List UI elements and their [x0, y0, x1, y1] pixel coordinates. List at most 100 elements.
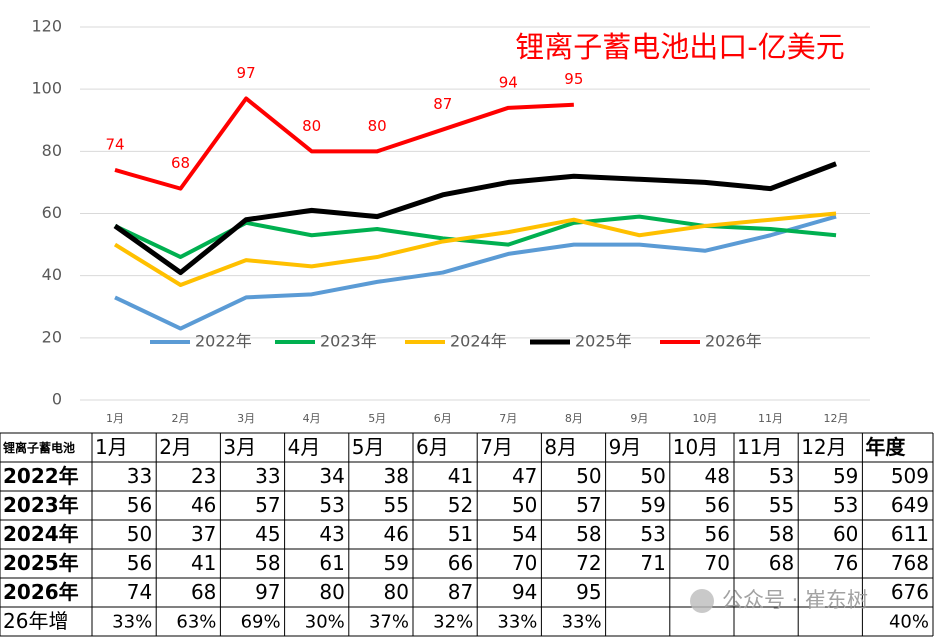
- table-cell: 57: [576, 493, 601, 517]
- table-cell: 54: [512, 522, 537, 546]
- table-row-label: 2024年: [3, 522, 79, 546]
- table-cell: 30%: [305, 612, 345, 633]
- table-header: 8月: [544, 435, 577, 459]
- table-row-label: 2025年: [3, 551, 79, 575]
- table-cell: 41: [448, 464, 473, 488]
- x-tick-label: 7月: [499, 412, 517, 425]
- x-tick-label: 11月: [758, 412, 783, 425]
- table-cell: 50: [640, 464, 665, 488]
- table-header: 4月: [288, 435, 321, 459]
- table-cell: 56: [127, 551, 152, 575]
- data-label: 87: [433, 95, 452, 113]
- table-total: 509: [891, 464, 929, 488]
- y-tick-label: 40: [42, 265, 62, 284]
- table-cell: 23: [191, 464, 216, 488]
- table-row-label: 2023年: [3, 493, 79, 517]
- x-tick-label: 1月: [106, 412, 124, 425]
- table-cell: 66: [448, 551, 473, 575]
- x-tick-label: 12月: [824, 412, 849, 425]
- table-cell: 41: [191, 551, 216, 575]
- table-cell: 60: [833, 522, 858, 546]
- table-cell: 46: [191, 493, 216, 517]
- table-cell: 80: [384, 580, 409, 604]
- watermark-icon: [690, 589, 714, 613]
- series-line: [114, 96, 574, 191]
- data-label: 74: [105, 135, 124, 153]
- table-cell: 58: [576, 522, 601, 546]
- table-cell: 55: [384, 493, 409, 517]
- x-tick-label: 9月: [630, 412, 648, 425]
- table-cell: 46: [384, 522, 409, 546]
- table-header: 6月: [416, 435, 449, 459]
- table-cell: 53: [769, 464, 794, 488]
- table-cell: 50: [512, 493, 537, 517]
- table-cell: 53: [640, 522, 665, 546]
- table-cell: 72: [576, 551, 601, 575]
- table-header: 1月: [95, 435, 128, 459]
- table-cell: 56: [705, 493, 730, 517]
- table-cell: 43: [319, 522, 344, 546]
- table-cell: 70: [512, 551, 537, 575]
- table-total: 40%: [889, 612, 929, 633]
- table-cell: 95: [576, 580, 601, 604]
- table-total: 649: [891, 493, 929, 517]
- table-cell: 34: [319, 464, 344, 488]
- table-cell: 87: [448, 580, 473, 604]
- x-tick-label: 5月: [368, 412, 386, 425]
- table-cell: 63%: [176, 612, 216, 633]
- data-label: 95: [564, 70, 583, 88]
- table-cell: 33: [127, 464, 152, 488]
- watermark: 公众号 · 崔东树: [722, 588, 868, 612]
- table-cell: 45: [255, 522, 280, 546]
- legend-label: 2023年: [320, 332, 377, 351]
- table-cell: 68: [191, 580, 216, 604]
- table-cell: 76: [833, 551, 858, 575]
- table-cell: 32%: [433, 612, 473, 633]
- y-tick-label: 0: [52, 390, 62, 409]
- table-cell: 69%: [241, 612, 281, 633]
- table-cell: 61: [319, 551, 344, 575]
- table-header: 7月: [480, 435, 513, 459]
- table-cell: 51: [448, 522, 473, 546]
- x-tick-label: 3月: [237, 412, 255, 425]
- table-cell: 56: [127, 493, 152, 517]
- table-cell: 33%: [497, 612, 537, 633]
- series-line: [113, 161, 837, 276]
- data-label: 68: [171, 154, 190, 172]
- data-label: 94: [499, 73, 518, 91]
- table-cell: 53: [833, 493, 858, 517]
- table-cell: 38: [384, 464, 409, 488]
- table-cell: 50: [576, 464, 601, 488]
- table-cell: 74: [127, 580, 152, 604]
- data-label: 97: [237, 64, 256, 82]
- x-tick-label: 6月: [434, 412, 452, 425]
- data-label: 80: [368, 117, 387, 135]
- table-header: 年度: [865, 435, 906, 459]
- table-header: 11月: [737, 435, 782, 459]
- x-tick-label: 4月: [303, 412, 321, 425]
- table-cell: 37%: [369, 612, 409, 633]
- table-cell: 33%: [562, 612, 602, 633]
- table-header: 5月: [352, 435, 385, 459]
- table-row-label: 2026年: [3, 580, 79, 604]
- table-cell: 59: [833, 464, 858, 488]
- table-header: 9月: [609, 435, 642, 459]
- y-tick-label: 120: [31, 17, 62, 36]
- data-label: 80: [302, 117, 321, 135]
- x-tick-label: 8月: [565, 412, 583, 425]
- table-cell: 48: [705, 464, 730, 488]
- table-cell: 52: [448, 493, 473, 517]
- chart-title: 锂离子蓄电池出口-亿美元: [515, 30, 844, 64]
- table-cell: 55: [769, 493, 794, 517]
- table-total: 611: [891, 522, 929, 546]
- table-total: 768: [891, 551, 929, 575]
- legend-label: 2026年: [705, 332, 762, 351]
- y-tick-label: 100: [31, 79, 62, 98]
- table-row-label: 26年增: [3, 609, 68, 633]
- legend-label: 2025年: [575, 332, 632, 351]
- table-cell: 53: [319, 493, 344, 517]
- y-tick-label: 80: [42, 141, 62, 160]
- table-cell: 57: [255, 493, 280, 517]
- table-header: 2月: [159, 435, 192, 459]
